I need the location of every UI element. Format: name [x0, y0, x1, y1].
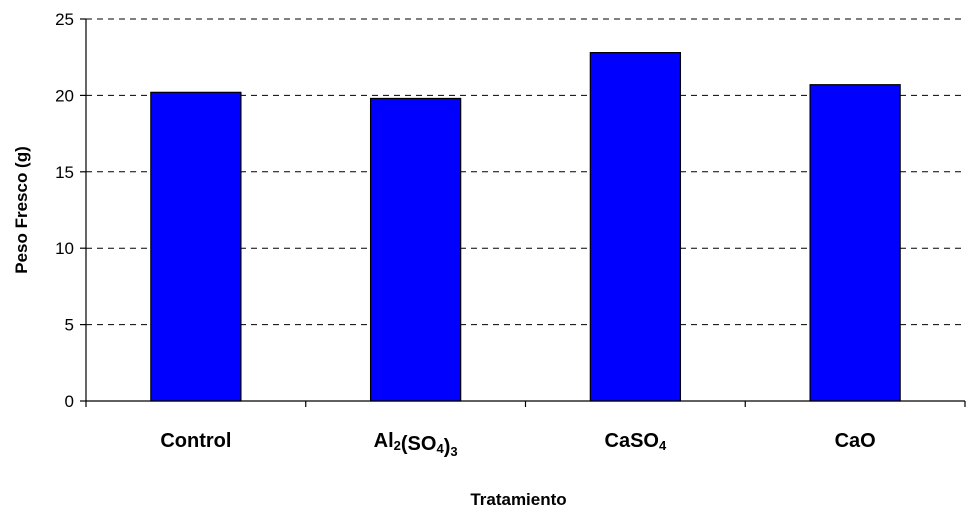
bar: [369, 97, 462, 402]
bars: [150, 52, 901, 402]
x-tick-label: Control: [160, 430, 231, 452]
bar: [589, 52, 682, 402]
y-tick-label: 10: [55, 239, 74, 258]
x-tick-label: CaO: [835, 430, 876, 452]
bar: [150, 91, 242, 402]
y-tick-label: 5: [65, 316, 74, 335]
x-tick-label: CaSO4: [605, 430, 667, 453]
bar: [809, 84, 901, 402]
axes: [80, 18, 966, 407]
x-tick-label: Al2(SO4)3: [374, 430, 458, 459]
y-axis-title: Peso Fresco (g): [12, 146, 31, 274]
y-tick-label: 20: [55, 86, 74, 105]
y-tick-label: 15: [55, 163, 74, 182]
y-tick-label: 0: [65, 392, 74, 411]
y-tick-label: 25: [55, 10, 74, 29]
x-axis-title: Tratamiento: [470, 490, 566, 509]
labels: 0 5 10 15 20 25 Control Al2(SO4)3 CaSO4 CaO: [55, 10, 876, 459]
